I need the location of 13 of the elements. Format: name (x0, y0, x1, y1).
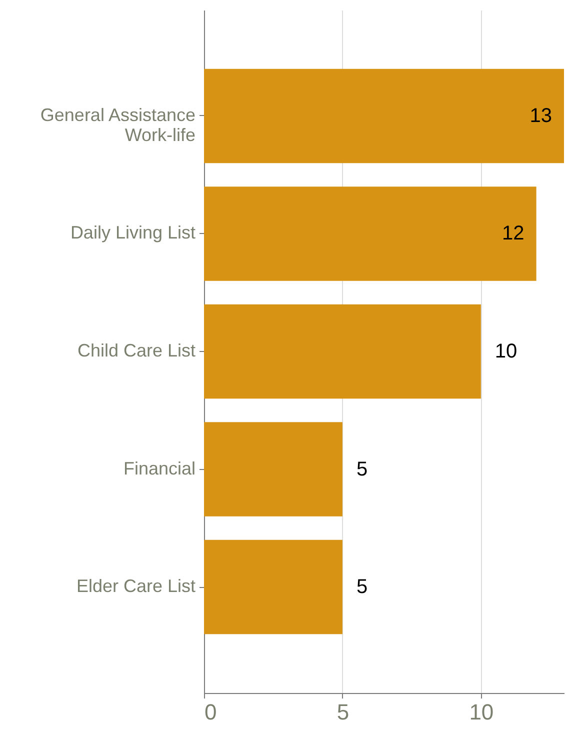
y-tick-label: Financial (123, 458, 196, 478)
data-label: 12 (502, 222, 524, 245)
data-label: 13 (530, 104, 552, 127)
y-tick-label: Child Care List (77, 340, 196, 360)
data-label: 5 (356, 576, 368, 598)
y-tick-label: General Assistance Work-life (40, 104, 196, 145)
x-tick-label: 0 (204, 700, 217, 724)
x-tick-label: 10 (469, 700, 494, 724)
y-tick-label: Daily Living List (70, 222, 196, 243)
data-label: 5 (356, 458, 368, 480)
y-tick-label: Elder Care List (76, 576, 196, 596)
data-label: 10 (494, 340, 518, 362)
x-tick-label: 5 (336, 700, 350, 724)
